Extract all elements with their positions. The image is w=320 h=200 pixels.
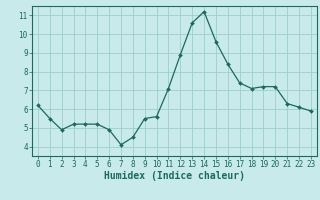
X-axis label: Humidex (Indice chaleur): Humidex (Indice chaleur) <box>104 171 245 181</box>
